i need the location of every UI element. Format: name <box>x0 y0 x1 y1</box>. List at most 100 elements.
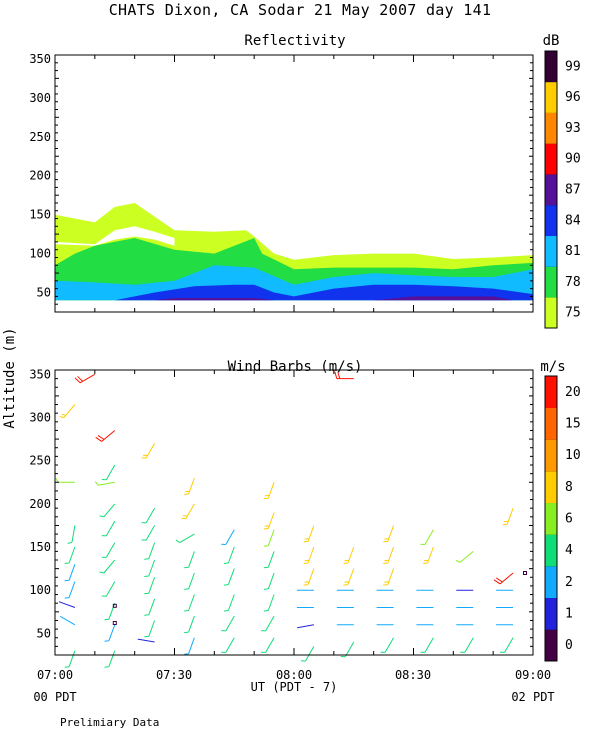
wind-barb <box>263 594 275 612</box>
wind-barb <box>137 638 155 643</box>
colorbar-tick-label: 0 <box>565 638 573 653</box>
wind-barb <box>144 559 156 577</box>
wind-barb <box>383 525 395 543</box>
colorbar-swatch <box>545 174 557 206</box>
wind-barb <box>59 404 76 419</box>
y-tick-label: 200 <box>29 169 51 183</box>
colorbar-swatch <box>545 204 557 236</box>
calm-marker <box>112 621 117 625</box>
wind-barb <box>141 507 156 524</box>
reflectivity-title: Reflectivity <box>244 33 345 49</box>
wind-barb <box>67 525 76 544</box>
x-tick-label: 09:00 <box>515 668 551 682</box>
x-sublabel-left: 00 PDT <box>33 690 76 704</box>
colorbar-tick-label: 15 <box>565 417 581 432</box>
wind-barb <box>221 615 235 632</box>
colorbar-swatch <box>545 502 557 535</box>
wind-barb <box>223 568 235 586</box>
y-tick-label: 200 <box>29 497 51 511</box>
wind-barb <box>101 464 116 481</box>
wind-barb <box>303 546 315 564</box>
wind-barb <box>383 568 395 586</box>
wind-barb <box>420 637 434 653</box>
plot-frame <box>54 369 534 656</box>
wind-barb <box>141 443 156 459</box>
wind-barb <box>175 533 195 544</box>
wind-barb <box>263 529 275 547</box>
wind-barb <box>420 529 434 545</box>
colorbar-swatch <box>545 597 557 630</box>
x-tick-label: 07:00 <box>37 668 73 682</box>
wind-barb <box>221 637 235 653</box>
wind-barb <box>101 520 116 537</box>
wind-barb <box>223 594 235 612</box>
wind-barb <box>261 615 275 632</box>
reflectivity-layer <box>154 296 514 301</box>
wind-barb <box>493 572 514 585</box>
wind-barb <box>334 371 354 380</box>
reflectivity-fill <box>55 203 534 301</box>
reflectivity-layer <box>55 226 175 246</box>
x-tick-label: 08:00 <box>276 668 312 682</box>
colorbar-tick-label: 81 <box>565 244 581 259</box>
colorbar-swatch <box>545 407 557 440</box>
colorbar-tick-label: 87 <box>565 183 581 198</box>
wind-barb <box>58 601 76 608</box>
wind-barb <box>184 551 195 569</box>
colorbar-swatch <box>545 297 557 329</box>
wind-barbs <box>55 371 527 668</box>
colorbar-tick-label: 20 <box>565 385 581 400</box>
colorbar-swatch <box>545 266 557 298</box>
wind-barb <box>104 603 116 621</box>
y-tick-label: 150 <box>29 540 51 554</box>
wind-barb <box>500 637 514 653</box>
y-tick-label: 100 <box>29 583 51 597</box>
colorbar-unit-ms: m/s <box>540 359 565 375</box>
colorbar-tick-label: 1 <box>565 607 573 622</box>
wind-barb <box>64 546 76 564</box>
wind-barb <box>95 430 116 442</box>
y-tick-label: 150 <box>29 208 51 222</box>
wind-barb <box>261 637 275 653</box>
colorbar-tick-label: 4 <box>565 543 573 558</box>
y-tick-label: 300 <box>29 411 51 425</box>
wind-barb <box>340 641 355 658</box>
wind-barb <box>184 594 195 612</box>
wind-barb <box>263 551 275 569</box>
wind-barb <box>64 650 76 668</box>
wind-barb <box>263 482 275 500</box>
wind-barb <box>303 568 315 586</box>
wind-barb <box>300 646 315 662</box>
y-tick-label: 50 <box>37 286 51 300</box>
wind-barb <box>423 546 434 564</box>
wind-barb <box>502 508 514 526</box>
wind-barb <box>380 637 395 653</box>
wind-barb <box>101 581 116 597</box>
colorbar-swatch <box>545 629 557 662</box>
wind-barb <box>99 503 116 518</box>
wind-barb <box>181 503 195 520</box>
colorbar-unit-db: dB <box>543 33 560 49</box>
wind-barb <box>141 525 156 541</box>
x-tick-label: 07:30 <box>156 668 192 682</box>
wind-barb <box>460 637 474 653</box>
y-tick-label: 50 <box>37 626 51 640</box>
wind-barb <box>263 512 275 530</box>
wind-barb <box>263 572 275 590</box>
colorbar-swatch <box>545 566 557 598</box>
wind-barb <box>144 577 156 595</box>
colorbar-tick-label: 99 <box>565 59 581 74</box>
colorbar-swatch <box>545 235 557 267</box>
colorbar-swatch <box>545 439 557 472</box>
wind-barb <box>383 546 395 564</box>
wind-barb <box>343 568 355 586</box>
wind-barb <box>144 620 156 638</box>
wind-barb <box>104 624 116 642</box>
colorbar-swatch <box>545 376 557 408</box>
wind-barb <box>297 624 314 629</box>
wind-barb <box>184 615 195 634</box>
y-tick-label: 300 <box>29 91 51 105</box>
colorbar-tick-label: 93 <box>565 121 581 136</box>
wind-barb <box>184 637 195 655</box>
